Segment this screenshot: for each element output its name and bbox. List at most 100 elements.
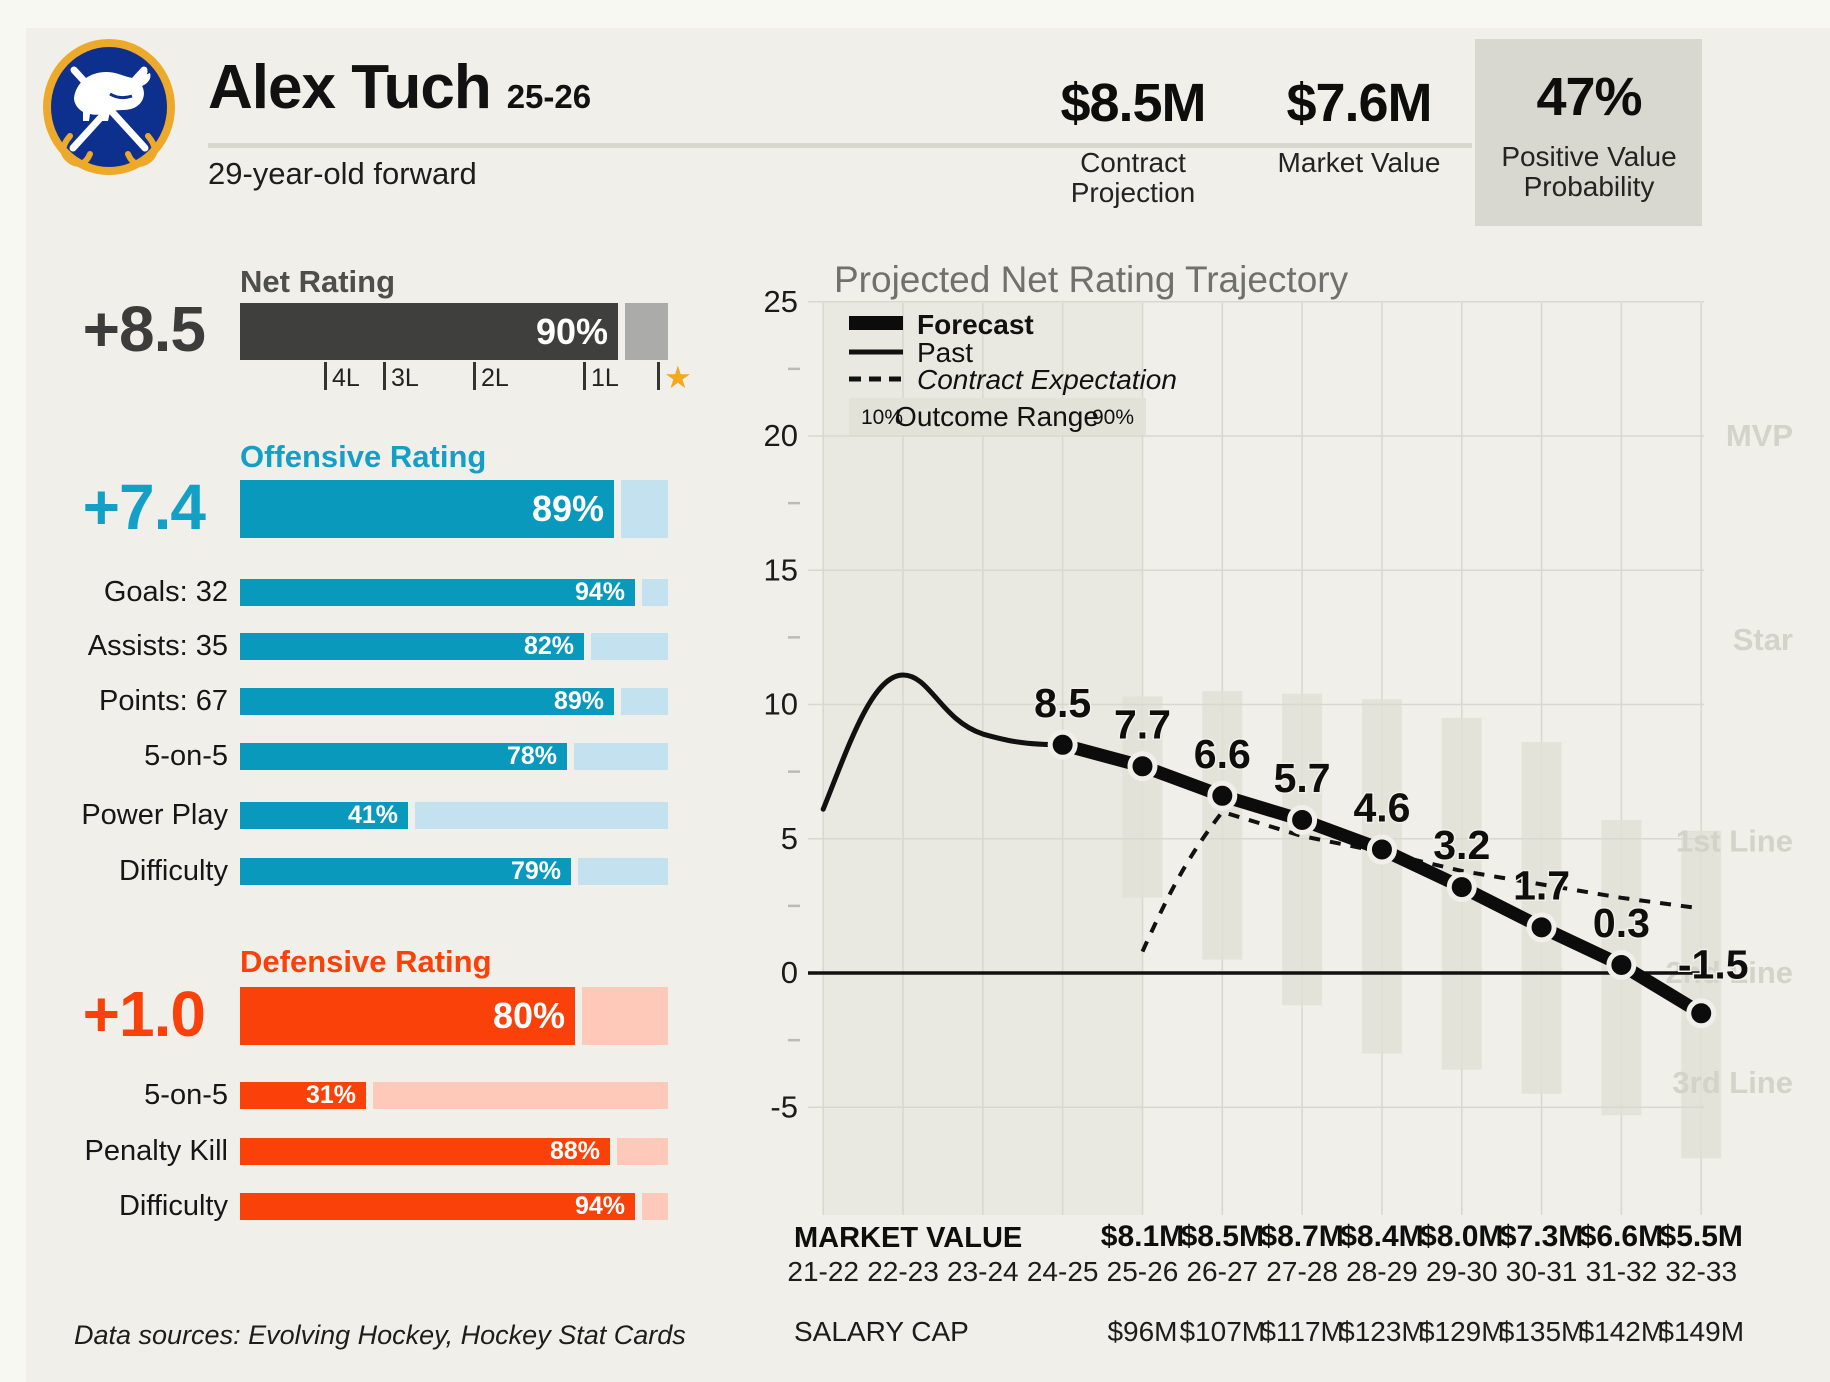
net-scale-tick-label: 2L — [481, 364, 509, 392]
forecast-point — [1047, 729, 1078, 760]
tier-label: Star — [1733, 622, 1793, 657]
offensive-sub-bar-fill: 41% — [240, 801, 408, 829]
player-name: Alex Tuch 25-26 — [208, 53, 592, 122]
defensive-row-label: Difficulty — [118, 1190, 228, 1222]
net-scale-tick — [657, 362, 660, 390]
offensive-row-label: Points: 67 — [99, 685, 228, 717]
salary-cap-cell: $107M — [1179, 1316, 1266, 1347]
legend-outcome-high-label: 90% — [1092, 406, 1134, 429]
season-label: 32-33 — [1665, 1256, 1738, 1287]
legend-outcome-band — [849, 398, 1146, 435]
offensive-sub-bar-remainder — [415, 802, 668, 829]
defensive-sub-bar: 31% — [240, 1081, 668, 1109]
defensive-rating-title: Defensive Rating — [240, 944, 492, 979]
net-rating-title: Net Rating — [240, 264, 395, 299]
market-value-cell: $5.5M — [1659, 1220, 1743, 1253]
tier-label: 1st Line — [1676, 823, 1793, 858]
forecast-point — [1127, 751, 1158, 782]
defensive-sub-bar-remainder — [373, 1082, 668, 1109]
offensive-row-label: 5-on-5 — [144, 740, 228, 772]
defensive-rating-bar: 80% — [240, 987, 668, 1045]
offensive-rating-title: Offensive Rating — [240, 439, 487, 474]
net-scale-tick — [324, 362, 327, 390]
offensive-rating-bar-remainder — [621, 480, 668, 538]
legend-forecast-label: Forecast — [917, 309, 1034, 340]
forecast-point-label: 3.2 — [1433, 822, 1490, 868]
contract-projection-label: Contract Projection — [1070, 147, 1196, 208]
tier-label: MVP — [1726, 418, 1793, 453]
market-value-label: Market Value — [1277, 147, 1441, 178]
season-label: 24-25 — [1026, 1256, 1099, 1287]
offensive-rating-value: +7.4 — [82, 471, 206, 543]
net-rating-value: +8.5 — [82, 293, 206, 365]
offensive-sub-bar-remainder — [578, 858, 668, 885]
offensive-sub-bar: 78% — [240, 742, 668, 770]
net-scale-tick-label: 1L — [591, 364, 619, 392]
forecast-point-label: 8.5 — [1034, 680, 1091, 726]
defensive-sub-bar-fill: 94% — [240, 1192, 635, 1220]
offensive-sub-bar-fill: 78% — [240, 742, 567, 770]
stat-contract-projection: $8.5M Contract Projection — [1028, 72, 1238, 208]
net-rating-bar-remainder — [625, 303, 668, 360]
offensive-sub-bar: 89% — [240, 687, 668, 715]
market-value-cell: $8.1M — [1100, 1220, 1185, 1253]
past-line — [820, 672, 1066, 812]
contract-projection-value: $8.5M — [1060, 73, 1206, 133]
offensive-sub-bar-fill: 94% — [240, 578, 635, 606]
salary-cap-cell: $96M — [1107, 1316, 1178, 1347]
defensive-sub-bar-fill: 88% — [240, 1137, 610, 1165]
legend-forecast-swatch — [849, 316, 903, 330]
defensive-sub-bar-remainder — [617, 1138, 668, 1165]
forecast-point — [1366, 834, 1397, 865]
y-axis-tick-label: 15 — [764, 552, 798, 587]
forecast-point — [1686, 998, 1717, 1029]
defensive-sub-bar: 88% — [240, 1137, 668, 1165]
salary-cap-cell: $135M — [1498, 1316, 1585, 1347]
outcome-range-bar — [1122, 696, 1163, 898]
season-label: 23-24 — [947, 1256, 1019, 1287]
forecast-point — [1446, 872, 1477, 903]
star-icon: ★ — [664, 360, 692, 395]
legend-contract-label: Contract Expectation — [917, 364, 1177, 395]
forecast-point — [1207, 780, 1238, 811]
defensive-sub-bar-fill: 31% — [240, 1081, 366, 1109]
season-label: 27-28 — [1266, 1256, 1338, 1287]
market-value-value: $7.6M — [1286, 73, 1432, 133]
positive-value-probability-value: 47% — [1536, 67, 1642, 127]
net-scale-tick — [383, 362, 386, 390]
y-axis-tick-label: 10 — [764, 687, 798, 722]
net-rating-bar-fill: 90% — [240, 303, 618, 360]
y-axis-tick-label: 5 — [781, 821, 798, 856]
outcome-range-bar — [1282, 693, 1323, 1006]
offensive-rating-bar-fill: 89% — [240, 480, 614, 538]
outcome-range-bar — [1681, 830, 1722, 1159]
outcome-range-bar — [1202, 691, 1243, 960]
chart-title: Projected Net Rating Trajectory — [834, 259, 1349, 300]
player-season: 25-26 — [506, 78, 592, 115]
tier-label: 3rd Line — [1672, 1065, 1793, 1100]
salary-cap-cell: $117M — [1260, 1316, 1344, 1347]
legend-past-label: Past — [917, 337, 973, 368]
y-axis-tick-label: 20 — [764, 418, 798, 453]
defensive-rating-bar-fill: 80% — [240, 987, 575, 1045]
season-label: 31-32 — [1585, 1256, 1658, 1287]
net-scale-tick-label: 3L — [391, 364, 419, 392]
net-rating-bar: 90% — [240, 303, 668, 360]
offensive-row-label: Power Play — [81, 799, 228, 831]
salary-cap-cell: $123M — [1339, 1316, 1425, 1347]
forecast-point-label: -1.5 — [1678, 941, 1749, 987]
offensive-sub-bar: 79% — [240, 857, 668, 885]
offensive-sub-bar: 94% — [240, 578, 668, 606]
page-left-edge — [0, 0, 26, 1382]
defensive-sub-bar-remainder — [642, 1193, 668, 1220]
offensive-sub-bar-remainder — [621, 688, 668, 715]
season-label: 22-23 — [867, 1256, 939, 1287]
season-label: 26-27 — [1186, 1256, 1259, 1287]
offensive-rating-bar: 89% — [240, 480, 668, 538]
positive-value-probability-label: Positive Value Probability — [1501, 141, 1677, 202]
net-scale-tick-label: 4L — [332, 364, 360, 392]
forecast-point-label: 4.6 — [1353, 784, 1410, 830]
forecast-point-label: 6.6 — [1194, 731, 1251, 777]
forecast-point-label: 7.7 — [1114, 701, 1171, 747]
